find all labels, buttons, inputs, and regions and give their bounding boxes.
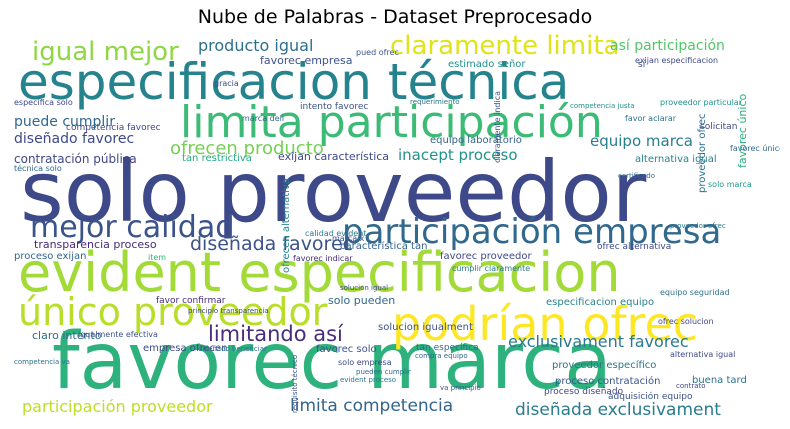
cloud-word: ofrecen producto xyxy=(170,138,324,159)
cloud-word: diseñado favorec xyxy=(14,131,135,147)
cloud-word: proveedor ofrec xyxy=(670,222,726,230)
cloud-word: gracia xyxy=(214,79,239,88)
cloud-word: tan restrictiva xyxy=(182,153,252,164)
cloud-word: claro intento xyxy=(32,329,102,342)
cloud-word: equipo laboratorio xyxy=(430,135,522,146)
cloud-word: proceso diseñado xyxy=(544,387,624,397)
cloud-word: exclusivament favorec xyxy=(508,332,689,351)
cloud-word: tan específica xyxy=(416,343,479,353)
cloud-word: principio transparencia xyxy=(188,307,269,315)
cloud-word: limita participación xyxy=(180,97,603,148)
cloud-word: cumplir claramente xyxy=(452,264,531,273)
cloud-word: solo pueden xyxy=(328,294,396,307)
cloud-word: contrato xyxy=(676,382,706,390)
cloud-word: claramente indica xyxy=(493,91,502,163)
cloud-word: adquisición equipo xyxy=(608,392,693,402)
cloud-word: certificado xyxy=(618,172,655,180)
word-cloud: solo proveedor favorec marca evident espec… xyxy=(10,33,780,423)
cloud-word: equipo seguridad xyxy=(660,288,730,297)
cloud-word: claramente limita xyxy=(390,33,620,61)
cloud-word: diseñado beneficiar xyxy=(198,345,267,353)
cloud-word: calidad evident xyxy=(305,229,367,238)
cloud-word: marca dell xyxy=(242,114,285,123)
cloud-word: mejor calidad xyxy=(30,210,235,245)
cloud-word: favor aclarar xyxy=(625,114,677,123)
cloud-word: diseñada favorec xyxy=(190,233,354,255)
cloud-word: competencia va xyxy=(14,358,70,366)
cloud-word: equipo marca xyxy=(590,132,693,150)
cloud-word: pueden cumplir xyxy=(356,368,411,376)
cloud-word: favorec único xyxy=(730,144,780,153)
cloud-word: proceso exijan xyxy=(14,251,87,262)
cloud-word: favorec marca xyxy=(52,317,612,407)
cloud-word: solicitan xyxy=(700,122,738,132)
cloud-word: compra equipo xyxy=(415,352,468,360)
cloud-word: favor confirmar xyxy=(156,296,226,306)
cloud-word: requerimiento xyxy=(410,98,460,106)
cloud-word: ofrec solucion xyxy=(658,317,714,326)
cloud-word: proceso contratación xyxy=(555,376,661,387)
cloud-word: técnica solo xyxy=(14,164,62,173)
cloud-word: marca x xyxy=(332,234,365,243)
cloud-word: va principio xyxy=(440,384,481,392)
cloud-word: transparencia proceso xyxy=(34,238,157,251)
cloud-word: intento favorec xyxy=(300,102,369,112)
cloud-word: alternativa igual xyxy=(635,154,717,165)
cloud-word: específica solo xyxy=(14,98,73,107)
cloud-word: favorec solo xyxy=(316,344,377,355)
cloud-word: solo marca xyxy=(708,180,752,189)
chart-title: Nube de Palabras - Dataset Preprocesado xyxy=(197,6,593,28)
cloud-word: igualmente efectiva xyxy=(78,330,158,339)
cloud-word: especificacion equipo xyxy=(546,297,655,308)
cloud-word: proveedor particular xyxy=(660,98,742,107)
cloud-word: limitando así xyxy=(208,322,343,346)
cloud-word: limita competencia xyxy=(290,396,454,416)
cloud-word: ofrecen alternativa xyxy=(281,178,292,273)
cloud-word: favorec indicar xyxy=(293,254,353,263)
cloud-word: solucion igualment xyxy=(378,322,473,333)
cloud-word: diseñada exclusivament xyxy=(515,400,721,420)
cloud-word: competencia justa xyxy=(570,102,635,110)
cloud-word: proveedor específico xyxy=(552,360,657,371)
cloud-word: exijan especificacion xyxy=(635,56,719,65)
cloud-word: solo proveedor xyxy=(20,143,647,241)
cloud-word: ofrec alternativa xyxy=(597,242,672,252)
cloud-word: solo empresa xyxy=(338,358,392,367)
cloud-word: especificacion técnica xyxy=(18,53,570,111)
cloud-word: solucion igual xyxy=(340,284,389,292)
cloud-word: inacept proceso xyxy=(398,146,518,164)
cloud-word: alternativa igual xyxy=(670,350,736,359)
cloud-word: evident proceso xyxy=(340,376,397,384)
cloud-word: requisito técnico xyxy=(291,354,299,413)
cloud-word: exijan característica xyxy=(278,150,390,163)
cloud-word: podrían ofrec xyxy=(392,297,699,351)
cloud-word: buena tard xyxy=(692,375,747,386)
cloud-word: sí xyxy=(638,60,646,70)
cloud-word: único proveedor xyxy=(18,290,328,334)
cloud-word: item xyxy=(148,253,167,262)
cloud-word: producto igual xyxy=(198,36,314,55)
cloud-word: participación empresa xyxy=(342,212,722,252)
cloud-word: favorec proveedor xyxy=(440,251,532,262)
cloud-word: estimado señor xyxy=(448,59,526,70)
cloud-word: contratación pública xyxy=(14,152,137,166)
cloud-word: empresa ofrecen xyxy=(143,343,228,354)
cloud-word: evident especificacion xyxy=(18,241,621,304)
cloud-word: favorec empresa xyxy=(260,54,353,67)
cloud-word: así participación xyxy=(610,38,725,54)
cloud-word: competencia favorec xyxy=(66,123,161,133)
cloud-word: igual mejor xyxy=(32,37,179,67)
cloud-word: participación proveedor xyxy=(22,397,213,416)
cloud-word: puede cumplir xyxy=(14,114,115,130)
cloud-word: pued ofrec xyxy=(356,48,399,57)
cloud-word: característica tan xyxy=(340,241,428,252)
